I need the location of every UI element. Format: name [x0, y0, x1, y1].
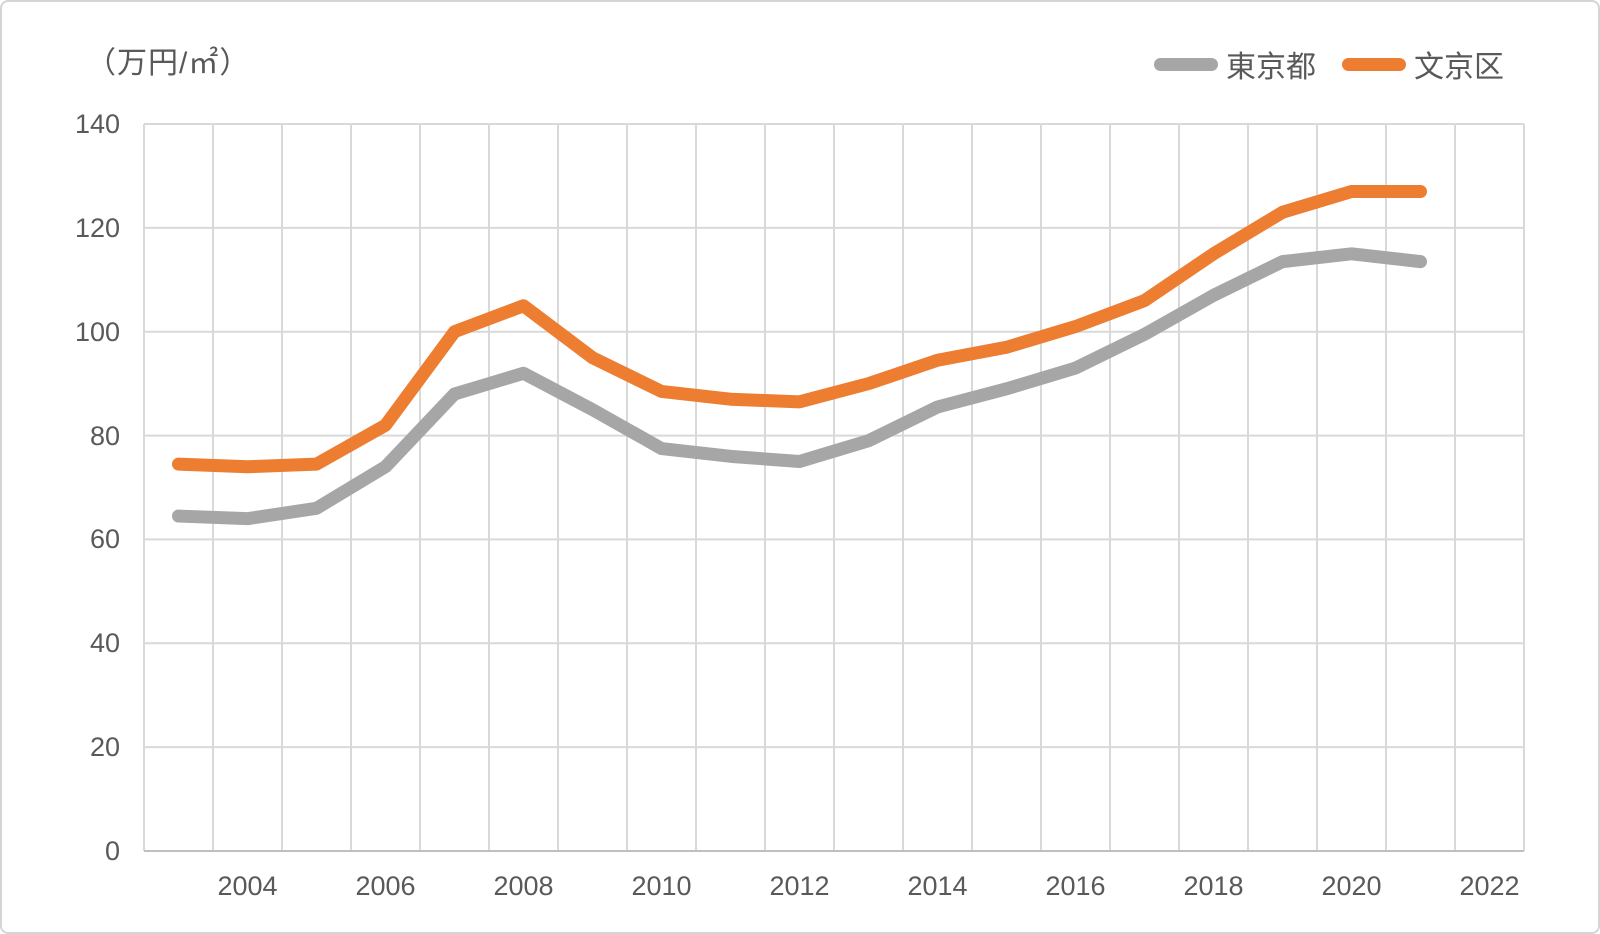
y-axis-tick-label: 40	[89, 628, 120, 659]
legend-label-bunkyo: 文京区	[1414, 51, 1504, 84]
x-axis-tick-label: 2006	[355, 871, 416, 901]
y-axis-tick-label: 0	[104, 836, 120, 866]
legend-label-tokyo: 東京都	[1226, 51, 1316, 84]
x-axis-tick-label: 2004	[217, 871, 278, 901]
series-line-tokyo	[172, 247, 1427, 526]
legend-item-bunkyo: 文京区	[1342, 42, 1504, 86]
x-axis-tick-label: 2014	[907, 871, 968, 901]
y-axis-tick-label: 140	[74, 109, 120, 139]
y-axis-tick-label: 80	[89, 420, 120, 451]
legend: 東京都 文京区	[1154, 42, 1504, 86]
x-axis-tick-label: 2022	[1459, 871, 1520, 901]
x-axis-tick-label: 2012	[769, 871, 830, 901]
x-axis-tick-label: 2016	[1045, 871, 1106, 901]
legend-line-icon-tokyo	[1154, 57, 1218, 71]
series-line-bunkyo	[172, 185, 1427, 474]
legend-line-icon-bunkyo	[1342, 57, 1406, 71]
x-axis-tick-label: 2020	[1321, 871, 1382, 901]
y-axis-tick-label: 120	[74, 212, 120, 243]
y-axis-unit-label: （万円/㎡）	[86, 47, 251, 80]
x-axis-tick-label: 2018	[1183, 871, 1244, 901]
x-axis-tick-label: 2010	[631, 871, 692, 901]
y-axis-tick-label: 100	[74, 316, 120, 347]
y-axis-tick-label: 60	[89, 524, 120, 555]
legend-item-tokyo: 東京都	[1154, 42, 1316, 86]
y-axis-tick-label: 20	[89, 732, 120, 763]
x-axis-tick-label: 2008	[493, 871, 554, 901]
